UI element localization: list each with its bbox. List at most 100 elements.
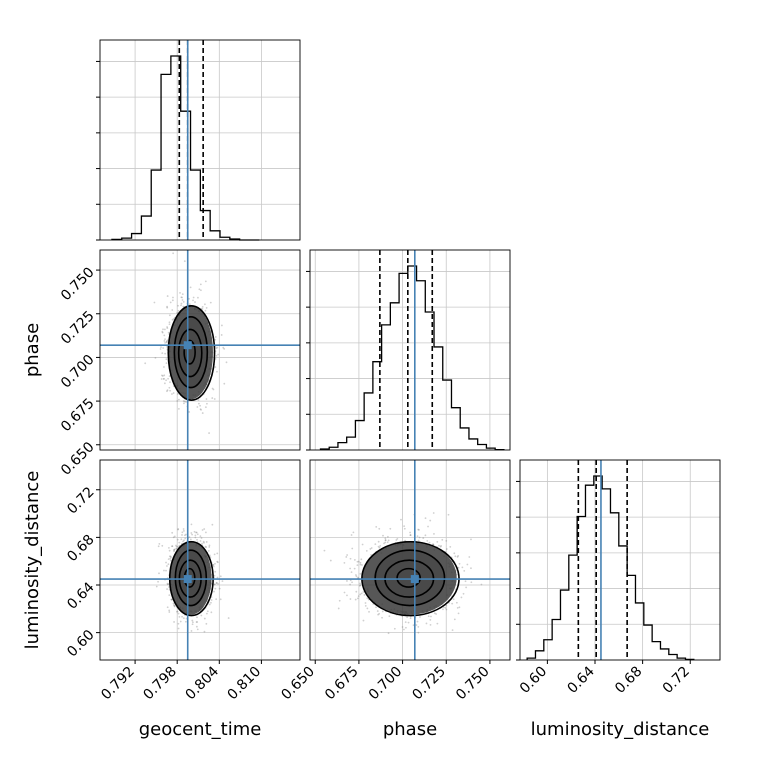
sample-point (369, 548, 372, 550)
x-tick-label: 0.68 (612, 664, 645, 697)
sample-point (166, 341, 168, 344)
histogram-panel-luminosity_distance (516, 459, 721, 661)
sample-point (165, 340, 168, 343)
sample-point (195, 625, 198, 628)
sample-point (166, 326, 169, 328)
sample-point (359, 582, 361, 585)
sample-point (403, 527, 406, 530)
contour-line (374, 549, 446, 607)
sample-point (409, 617, 412, 620)
sample-point (357, 595, 360, 598)
sample-point (173, 605, 176, 608)
sample-point (353, 567, 356, 570)
sample-point (183, 539, 185, 542)
panel-frame (99, 39, 301, 241)
sample-point (350, 534, 353, 536)
sample-point (172, 296, 174, 299)
sample-point (451, 602, 454, 605)
sample-point (206, 610, 209, 613)
sample-point (381, 610, 384, 613)
sample-point (153, 301, 156, 304)
truth-marker (183, 575, 192, 584)
sample-point (381, 616, 383, 619)
sample-point (214, 338, 217, 341)
sample-point (192, 296, 195, 299)
panel-content (100, 250, 300, 450)
sample-point (204, 406, 207, 409)
sample-point (176, 610, 178, 613)
sample-point (213, 590, 215, 593)
sample-point (212, 564, 215, 566)
sample-point (447, 513, 450, 516)
sample-point (220, 334, 223, 336)
panel-frame (99, 459, 301, 661)
sample-point (358, 584, 361, 587)
sample-point (427, 615, 430, 618)
contour-line (167, 305, 216, 401)
sample-point (207, 549, 210, 552)
sample-point (205, 622, 208, 625)
sample-point (438, 544, 440, 547)
sample-point (204, 280, 207, 283)
sample-point (166, 565, 168, 567)
sample-point (173, 604, 175, 606)
sample-point (210, 611, 213, 614)
sample-point (419, 616, 421, 618)
panel-background (520, 460, 720, 660)
sample-point (456, 606, 459, 609)
sample-point (359, 572, 362, 575)
sample-point (169, 559, 172, 562)
sample-point (199, 408, 202, 410)
sample-point (196, 628, 199, 631)
sample-point (168, 594, 171, 597)
sample-point (205, 546, 208, 549)
sample-point (172, 536, 175, 539)
sample-point (366, 607, 369, 610)
sample-point (215, 347, 218, 350)
sample-point (377, 613, 380, 616)
x-tick-label: 0.750 (453, 664, 493, 704)
sample-point (171, 545, 173, 548)
joint-panel-phase-luminosity_distance (309, 459, 511, 661)
sample-point (166, 588, 168, 590)
sample-point (178, 541, 181, 544)
sample-point (177, 622, 180, 625)
sample-point (183, 260, 186, 263)
sample-point (359, 584, 362, 587)
sample-point (219, 598, 222, 601)
sample-point (374, 543, 377, 546)
sample-point (200, 537, 203, 539)
sample-point (205, 612, 208, 615)
sample-point (329, 559, 332, 562)
sample-point (377, 545, 380, 548)
sample-point (227, 617, 230, 619)
sample-point (415, 624, 418, 626)
sample-point (166, 582, 169, 585)
sample-point (212, 565, 215, 568)
sample-point (190, 630, 193, 632)
sample-point (196, 538, 198, 541)
panel-frame (309, 459, 511, 661)
sample-point (197, 296, 199, 299)
sample-point (194, 536, 197, 539)
sample-point (366, 597, 369, 600)
sample-point (173, 549, 175, 552)
sample-point (435, 613, 438, 615)
sample-point (357, 560, 360, 563)
sample-point (223, 347, 226, 350)
sample-point (196, 621, 199, 623)
sample-point (157, 580, 159, 583)
sample-point (164, 341, 167, 344)
sample-point (203, 617, 206, 620)
sample-point (216, 552, 219, 555)
sample-point (406, 616, 409, 619)
sample-point (219, 575, 222, 578)
sample-point (171, 531, 174, 534)
sample-point (400, 518, 402, 521)
sample-point (188, 536, 191, 539)
sample-point (166, 305, 168, 308)
sample-point (208, 432, 210, 434)
sample-point (346, 580, 348, 582)
panel-content (100, 460, 300, 660)
sample-point (201, 412, 204, 414)
